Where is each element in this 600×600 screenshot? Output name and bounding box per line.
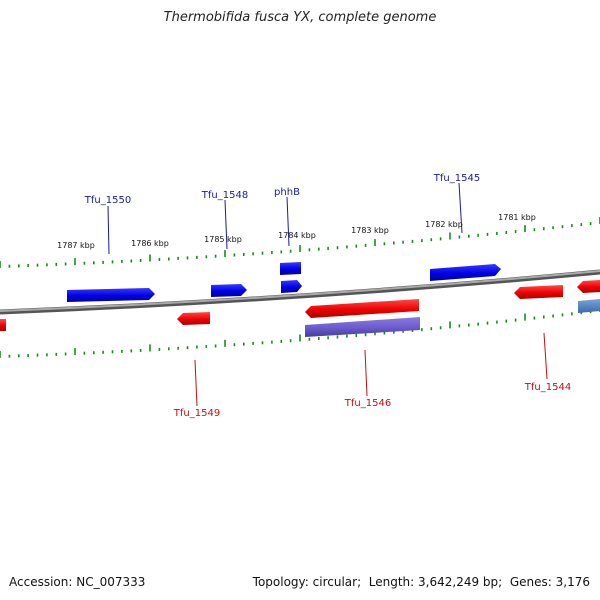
gene-label-tfu-1550[interactable]: Tfu_1550 [84,195,131,206]
genes-label: Genes: [509,575,552,589]
gene-arrow-tfu-1544[interactable] [514,285,563,299]
callout-line-tfu-1544 [543,332,548,380]
topology-value: circular [312,575,358,589]
other-features [305,299,600,337]
callout-line-tfu-1548 [224,199,228,250]
genome-summary: Topology: circular; Length: 3,642,249 bp… [252,575,590,589]
accession-value: NC_007333 [76,575,146,589]
kbp-label: 1781 kbp [498,213,536,222]
forward-genes [67,262,501,302]
gene-arrow-tfu-1550[interactable] [67,288,155,302]
title: Thermobifida fusca YX, complete genome [163,10,437,25]
kbp-label: 1784 kbp [278,231,316,240]
gene-label-tfu-1548[interactable]: Tfu_1548 [201,190,248,201]
reverse-genes [0,280,600,331]
kbp-label: 1787 kbp [57,241,95,250]
kbp-label: 1782 kbp [425,220,463,229]
feature-bar-right-edge[interactable] [578,299,600,313]
gene-label-phhb[interactable]: phhB [274,187,300,198]
gene-arrow-left-edge[interactable] [0,319,6,331]
callout-line-tfu-1550 [107,205,110,255]
gene-arrow-right-edge[interactable] [577,280,600,293]
accession-label: Accession: [9,575,73,589]
kbp-label: 1785 kbp [204,235,242,244]
callout-line-tfu-1549 [194,359,198,407]
length-label: Length: [368,575,415,589]
tick-track-forward [0,217,600,268]
callout-line-tfu-1545 [458,182,463,234]
kbp-label: 1786 kbp [131,239,169,248]
gene-label-tfu-1545[interactable]: Tfu_1545 [433,173,480,184]
genome-backbone [0,269,600,315]
gene-arrow-tfu-1549[interactable] [177,312,210,325]
gene-label-tfu-1549[interactable]: Tfu_1549 [173,408,220,419]
topology-label: Topology: [252,575,309,589]
length-value: 3,642,249 bp [418,575,499,589]
gene-labels: Tfu_1550 Tfu_1548 phhB Tfu_1545 Tfu_1549… [84,173,571,419]
genes-value: 3,176 [555,575,590,589]
kbp-label: 1783 kbp [351,226,389,235]
gene-arrow-phhb-upper[interactable] [280,262,301,275]
callout-lines [107,182,548,407]
tick-track-reverse [0,305,600,358]
gene-arrow-phhb[interactable] [281,280,302,293]
gene-arrow-tfu-1548[interactable] [211,284,247,297]
gene-arrow-tfu-1546[interactable] [305,299,419,318]
accession-info: Accession: NC_007333 [9,575,145,589]
feature-bar-tfu-1546[interactable] [305,317,420,337]
kbp-labels: 1787 kbp 1786 kbp 1785 kbp 1784 kbp 1783 kbp… [57,213,536,250]
callout-line-phhb [286,196,290,247]
gene-label-tfu-1544[interactable]: Tfu_1544 [524,382,571,393]
gene-label-tfu-1546[interactable]: Tfu_1546 [344,398,391,409]
callout-line-tfu-1546 [364,349,368,397]
gene-arrow-tfu-1545[interactable] [430,264,501,281]
